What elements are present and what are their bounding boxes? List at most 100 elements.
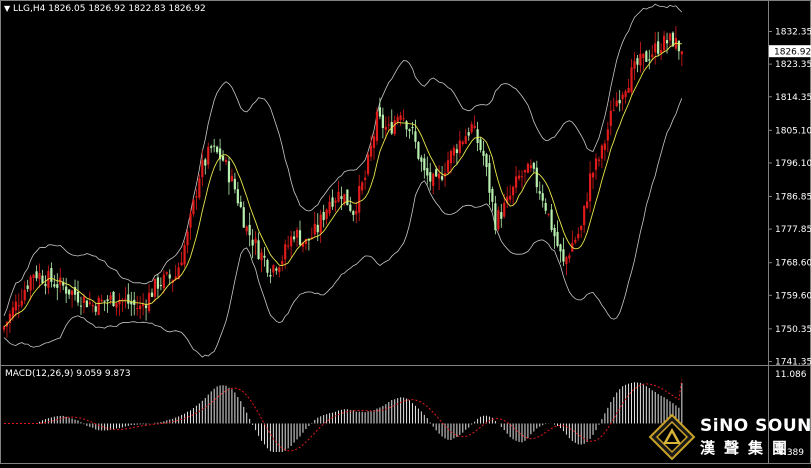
bear-candle — [85, 300, 88, 308]
bear-candle — [156, 277, 160, 289]
macd-label: MACD(12,26,9) 9.059 9.873 — [5, 369, 131, 379]
bull-candle — [432, 173, 435, 186]
bear-candle — [213, 145, 216, 147]
collapse-triangle-icon[interactable]: ▼ — [4, 4, 11, 13]
price-tick-label: 1823.35 — [775, 60, 811, 70]
bull-candle — [8, 314, 12, 323]
bull-candle — [38, 273, 41, 280]
bull-candle — [355, 210, 358, 215]
price-tick-label: 1741.35 — [775, 358, 811, 368]
bear-candle — [408, 129, 411, 132]
bear-candle — [636, 58, 639, 65]
bull-candle — [624, 91, 627, 98]
bull-candle — [577, 233, 580, 239]
bull-candle — [281, 261, 284, 265]
bull-candle — [186, 231, 189, 246]
bear-candle — [159, 285, 162, 287]
bull-candle — [189, 213, 192, 228]
bull-candle — [313, 223, 316, 235]
bull-candle — [660, 50, 663, 54]
bull-candle — [651, 54, 654, 58]
bull-candle — [668, 33, 672, 41]
price-tick-label: 1832.35 — [775, 28, 811, 38]
bull-candle — [177, 267, 180, 280]
bull-candle — [343, 194, 346, 204]
bull-candle — [366, 154, 370, 175]
bear-candle — [562, 249, 565, 262]
bull-candle — [506, 196, 509, 203]
bull-candle — [11, 307, 14, 318]
bull-candle — [115, 303, 118, 308]
bear-candle — [127, 294, 130, 304]
bull-candle — [597, 159, 601, 161]
bear-candle — [204, 159, 207, 166]
bull-candle — [207, 146, 210, 165]
bull-candle — [369, 145, 373, 157]
bear-candle — [648, 59, 651, 61]
bull-candle — [600, 145, 604, 159]
bear-candle — [94, 306, 97, 312]
bull-candle — [121, 299, 124, 301]
symbol-ohlc-text: LLG,H4 1826.05 1826.92 1822.83 1826.92 — [13, 4, 206, 14]
bear-candle — [378, 107, 382, 117]
diamond-logo-icon — [648, 414, 696, 460]
bear-candle — [479, 139, 482, 151]
price-tick-label: 1786.85 — [775, 193, 811, 203]
bull-candle — [139, 305, 142, 310]
bull-candle — [142, 304, 145, 307]
chart-title: ▼ LLG,H4 1826.05 1826.92 1822.83 1826.92 — [4, 4, 206, 14]
macd-tick-label: 11.086 — [775, 370, 807, 380]
bear-candle — [298, 230, 302, 245]
bull-candle — [20, 300, 23, 306]
bull-candle — [328, 201, 331, 214]
bear-candle — [275, 268, 278, 271]
bear-candle — [352, 211, 355, 215]
bull-candle — [192, 199, 195, 215]
bear-candle — [538, 191, 541, 194]
bull-candle — [278, 267, 281, 273]
bull-candle — [621, 94, 624, 100]
bull-candle — [337, 191, 340, 202]
bear-candle — [216, 146, 219, 153]
bull-candle — [310, 237, 313, 239]
bear-candle — [429, 172, 432, 182]
bear-candle — [491, 188, 494, 202]
bear-candle — [239, 201, 242, 208]
bear-candle — [266, 259, 269, 273]
bull-candle — [446, 160, 450, 173]
bear-candle — [535, 167, 538, 188]
bear-candle — [150, 292, 154, 297]
bear-candle — [236, 189, 239, 204]
bull-candle — [23, 289, 26, 301]
bull-candle — [586, 201, 589, 208]
bull-candle — [364, 177, 367, 180]
bear-candle — [455, 149, 458, 153]
bull-candle — [509, 195, 512, 200]
bull-candle — [201, 160, 204, 178]
bull-candle — [70, 290, 74, 296]
macd-tick-label: -6.389 — [775, 448, 804, 458]
bull-candle — [514, 176, 518, 188]
bull-candle — [91, 304, 94, 307]
bull-candle — [603, 143, 606, 150]
bull-candle — [183, 245, 186, 265]
bull-candle — [443, 172, 447, 177]
bull-candle — [384, 126, 387, 130]
bull-candle — [458, 140, 461, 153]
bull-candle — [14, 301, 17, 311]
bull-candle — [461, 141, 464, 144]
bull-candle — [230, 175, 234, 182]
bull-candle — [503, 202, 506, 217]
bear-candle — [426, 168, 429, 176]
bear-candle — [269, 274, 272, 277]
brand-name: SiNO SOUND — [700, 416, 811, 436]
bear-candle — [233, 178, 236, 190]
bear-candle — [68, 289, 71, 295]
bollinger-upper-line — [3, 3, 683, 316]
bull-candle — [497, 210, 500, 230]
bull-candle — [680, 51, 683, 55]
bull-candle — [245, 226, 248, 232]
bull-candle — [438, 173, 441, 179]
